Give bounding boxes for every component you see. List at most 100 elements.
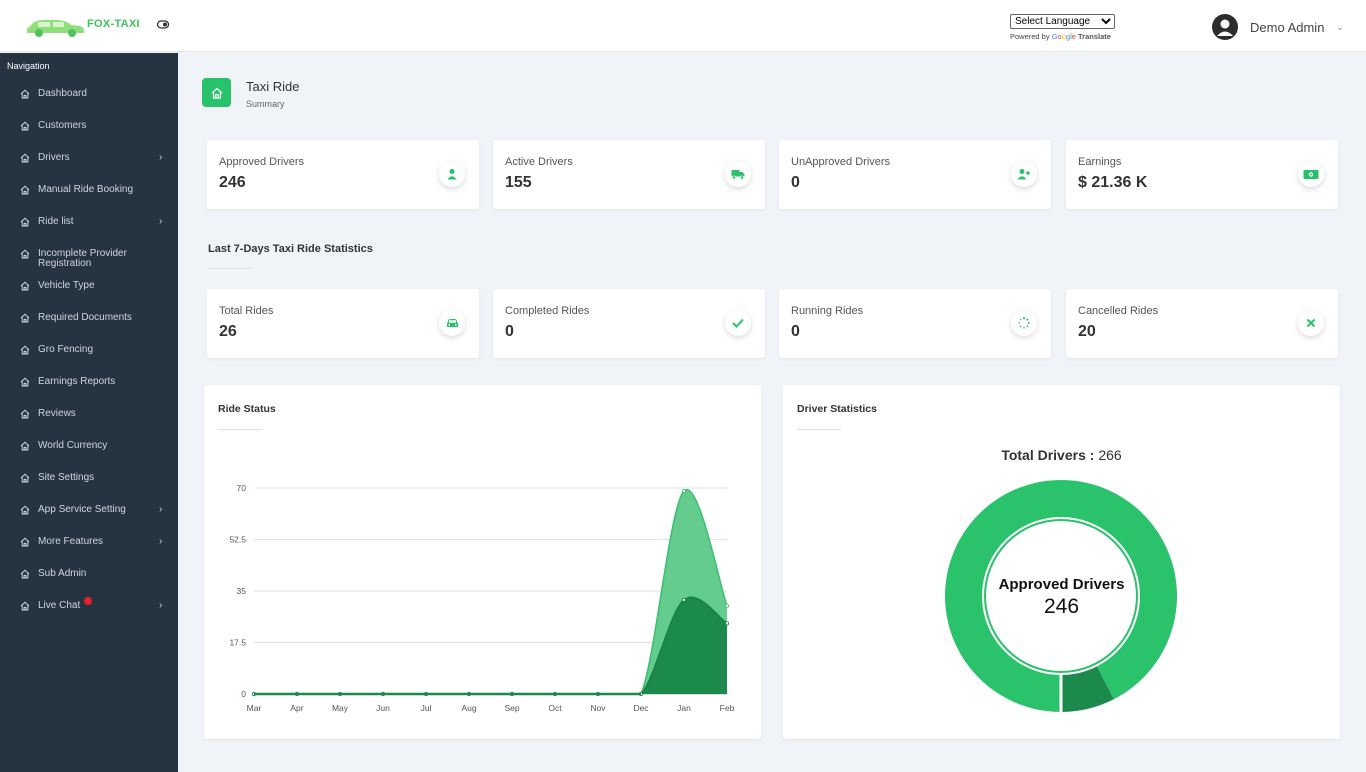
driver-donut-chart[interactable] xyxy=(783,385,1340,739)
ride-status-panel: Ride Status 0 17.5 35 52.5 70 Mar Apr May Jun Jul… xyxy=(204,385,761,739)
panel-title: Driver Statistics xyxy=(797,403,877,415)
stat-label: Running Rides xyxy=(791,305,864,317)
sidebar-item-app-service-setting[interactable]: App Service Setting › xyxy=(0,504,178,528)
home-icon xyxy=(20,89,30,99)
sidebar-item-label: Live Chat xyxy=(38,600,81,611)
spinner-icon xyxy=(1011,310,1037,336)
sidebar-toggle-icon[interactable] xyxy=(156,18,170,32)
stat-value: 0 xyxy=(791,323,800,340)
sidebar-item-live-chat[interactable]: Live Chat › xyxy=(0,597,178,624)
sidebar-item-world-currency[interactable]: World Currency xyxy=(0,440,178,464)
page-home-icon xyxy=(202,78,231,107)
stat-value: 20 xyxy=(1078,323,1096,340)
car-icon xyxy=(439,310,465,336)
sidebar-item-customers[interactable]: Customers xyxy=(0,120,178,144)
x-tick-label: Nov xyxy=(590,703,606,713)
chevron-right-icon[interactable]: › xyxy=(159,152,163,163)
brand-name[interactable]: FOX-TAXI xyxy=(87,18,140,30)
sidebar-item-reviews[interactable]: Reviews xyxy=(0,408,178,432)
sidebar-item-label: App Service Setting xyxy=(38,504,126,515)
user-avatar-icon xyxy=(1217,19,1233,36)
data-point xyxy=(681,597,686,602)
user-name[interactable]: Demo Admin xyxy=(1250,19,1325,35)
donut-center-label: Approved Drivers 246 xyxy=(783,576,1340,619)
stat-label: Earnings xyxy=(1078,156,1122,168)
sidebar-item-site-settings[interactable]: Site Settings xyxy=(0,472,178,496)
stat-card-approved-drivers[interactable]: Approved Drivers 246 xyxy=(207,140,479,209)
logo-car-icon[interactable] xyxy=(24,12,144,38)
y-tick-label: 0 xyxy=(241,689,246,699)
x-tick-label: Jul xyxy=(421,703,432,713)
user-menu[interactable]: Demo Admin ⌄ xyxy=(1212,14,1344,40)
home-icon xyxy=(20,153,30,163)
truck-icon xyxy=(725,161,751,187)
stat-card-completed-rides[interactable]: Completed Rides 0 xyxy=(493,289,765,358)
home-icon xyxy=(20,185,30,195)
stat-value: 155 xyxy=(505,174,532,191)
home-icon xyxy=(20,473,30,483)
sidebar-item-drivers[interactable]: Drivers › xyxy=(0,152,178,176)
x-tick-label: Aug xyxy=(461,703,476,713)
sidebar-item-gro-fencing[interactable]: Gro Fencing xyxy=(0,344,178,368)
sidebar-item-more-features[interactable]: More Features › xyxy=(0,536,178,560)
avatar[interactable] xyxy=(1212,14,1238,40)
stat-card-running-rides[interactable]: Running Rides 0 xyxy=(779,289,1051,358)
chevron-right-icon[interactable]: › xyxy=(159,536,163,547)
panel-divider xyxy=(797,429,841,430)
chevron-right-icon[interactable]: › xyxy=(159,216,163,227)
sidebar-item-label: Incomplete Provider Registration xyxy=(38,248,127,269)
stat-label: Total Rides xyxy=(219,305,274,317)
stat-card-total-rides[interactable]: Total Rides 26 xyxy=(207,289,479,358)
x-tick-label: Oct xyxy=(548,703,562,713)
section-divider xyxy=(208,268,251,269)
donut-inner-ring xyxy=(984,519,1138,673)
y-tick-label: 35 xyxy=(237,586,247,596)
sidebar-item-earnings-reports[interactable]: Earnings Reports xyxy=(0,376,178,400)
sidebar-item-label: Vehicle Type xyxy=(38,280,95,291)
sidebar-item-dashboard[interactable]: Dashboard xyxy=(0,88,178,112)
sidebar-item-label: Ride list xyxy=(38,216,74,227)
sidebar-item-label: Dashboard xyxy=(38,88,87,99)
data-point xyxy=(725,621,730,626)
sidebar-item-required-documents[interactable]: Required Documents xyxy=(0,312,178,336)
sidebar-item-sub-admin[interactable]: Sub Admin xyxy=(0,568,178,592)
home-icon xyxy=(20,601,30,611)
sidebar-item-label: Sub Admin xyxy=(38,568,87,579)
x-tick-label: Jan xyxy=(677,703,691,713)
y-tick-label: 17.5 xyxy=(229,638,246,648)
chevron-down-icon[interactable]: ⌄ xyxy=(1336,21,1344,32)
home-icon xyxy=(20,377,30,387)
language-select[interactable]: Select Language xyxy=(1010,14,1115,29)
sidebar-item-manual-ride-booking[interactable]: Manual Ride Booking xyxy=(0,184,178,208)
home-icon xyxy=(20,313,30,323)
home-icon xyxy=(20,281,30,291)
home-icon xyxy=(20,217,30,227)
sidebar-item-label: World Currency xyxy=(38,440,108,451)
stat-card-unapproved-drivers[interactable]: UnApproved Drivers 0 xyxy=(779,140,1051,209)
page-title: Taxi Ride xyxy=(246,79,300,94)
driver-statistics-panel: Driver Statistics Total Drivers : 266 Ap… xyxy=(783,385,1340,739)
sidebar-item-label: Gro Fencing xyxy=(38,344,94,355)
x-tick-label: Apr xyxy=(290,703,303,713)
x-tick-label: Feb xyxy=(720,703,735,713)
chevron-right-icon[interactable]: › xyxy=(159,504,163,515)
sidebar-item-ride-list[interactable]: Ride list › xyxy=(0,216,178,240)
x-tick-label: Dec xyxy=(633,703,649,713)
notification-dot xyxy=(84,597,92,605)
translate-link[interactable]: Translate xyxy=(1078,32,1111,41)
nav-title: Navigation xyxy=(7,61,50,71)
chevron-right-icon[interactable]: › xyxy=(159,600,163,611)
sidebar-item-label: Manual Ride Booking xyxy=(38,184,134,195)
sidebar-item-vehicle-type[interactable]: Vehicle Type xyxy=(0,280,178,304)
stat-card-cancelled-rides[interactable]: Cancelled Rides 20 xyxy=(1066,289,1338,358)
total-drivers: Total Drivers : 266 xyxy=(1001,447,1122,463)
donut-slice-approved-drivers[interactable] xyxy=(945,480,1177,712)
stat-card-earnings[interactable]: Earnings $ 21.36 K xyxy=(1066,140,1338,209)
home-icon xyxy=(20,249,30,259)
stat-card-active-drivers[interactable]: Active Drivers 155 xyxy=(493,140,765,209)
sidebar-item-incomplete-provider-registration[interactable]: Incomplete Provider Registration xyxy=(0,248,178,272)
stat-value: 246 xyxy=(219,174,246,191)
ride-status-chart[interactable]: 0 17.5 35 52.5 70 Mar Apr May Jun Jul Aug Sep Oct Nov… xyxy=(204,385,761,739)
donut-slice-unapproved-drivers[interactable] xyxy=(1061,666,1114,712)
panel-title: Ride Status xyxy=(218,403,276,415)
